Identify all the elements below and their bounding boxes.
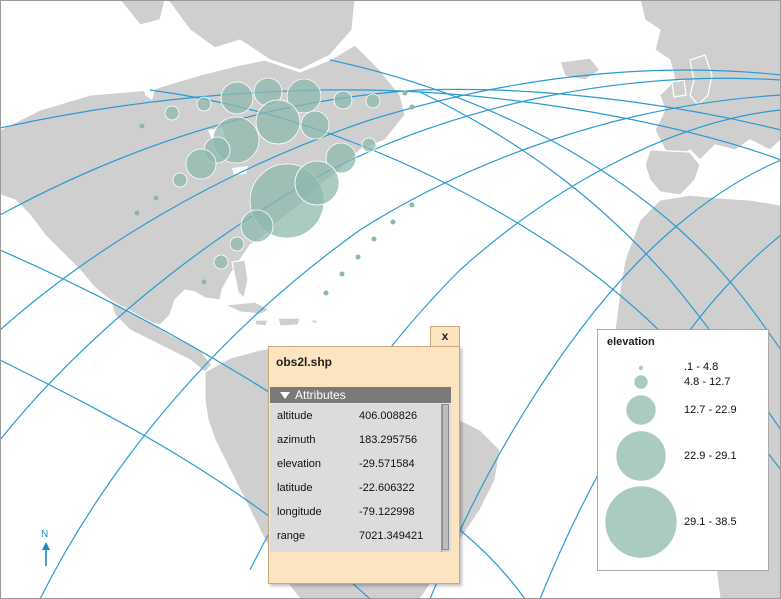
popup-scrollbar-thumb[interactable] [442,404,449,550]
attributes-section-label: Attributes [295,388,346,402]
close-button[interactable]: x [441,329,449,343]
attribute-value: 7021.349421 [359,530,424,542]
collapse-triangle-icon[interactable] [280,392,290,399]
attribute-value: -22.606322 [359,482,415,494]
legend-class-label: 12.7 - 22.9 [684,404,737,416]
attribute-name: altitude [277,410,313,422]
attribute-value: -79.122998 [359,506,415,518]
legend-symbol-1 [638,365,644,371]
attribute-name: longitude [277,506,322,518]
popup-title: obs2l.shp [276,355,333,369]
attribute-name: range [277,530,306,542]
north-arrow-label: N [41,529,49,540]
legend-symbol-2 [633,374,649,390]
attribute-value: -29.571584 [359,458,415,470]
legend-class-label: 29.1 - 38.5 [684,516,737,528]
legend-class-label: 4.8 - 12.7 [684,376,731,388]
north-arrow-icon [42,542,50,566]
attribute-value: 183.295756 [359,434,418,446]
attributes-section-header[interactable] [270,387,451,403]
attributes-table [270,404,451,552]
legend-class-label: 22.9 - 29.1 [684,450,737,462]
popup-close-tab [430,326,460,348]
attribute-name: latitude [277,482,313,494]
track-points [134,90,415,296]
legend-symbol-4 [615,430,667,482]
attribute-name: azimuth [277,434,316,446]
legend-symbol-3 [625,394,657,426]
legend-title: elevation [607,336,655,348]
legend-class-label: .1 - 4.8 [684,361,719,373]
elevation-symbols[interactable] [164,77,381,270]
attribute-name: elevation [277,458,322,470]
attribute-value: 406.008826 [359,410,418,422]
legend-symbols [604,365,678,559]
legend-symbol-5 [604,485,678,559]
